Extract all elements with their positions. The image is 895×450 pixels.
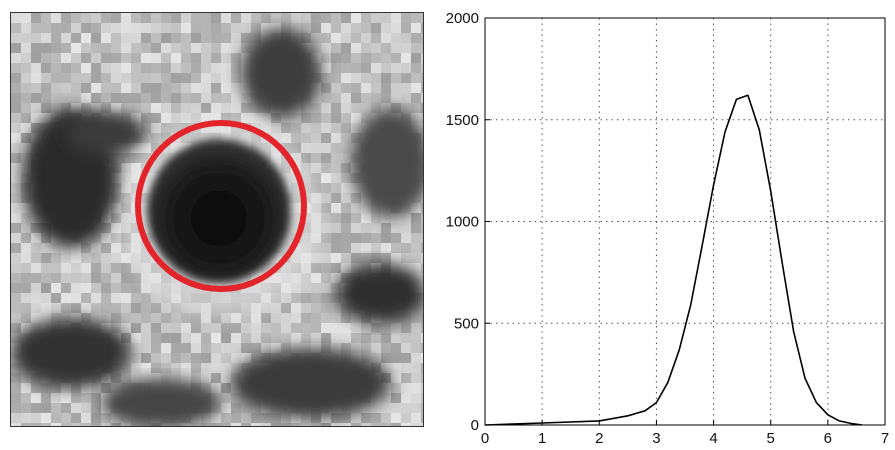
y-tick-label: 1500 bbox=[446, 112, 479, 129]
dark-blob bbox=[147, 139, 291, 283]
grid-lines bbox=[484, 17, 886, 426]
highlight-circle bbox=[135, 120, 307, 292]
x-tick-label: 3 bbox=[652, 430, 660, 447]
tick-labels: 0 1 2 3 4 5 6 7 0 500 1000 1500 2000 bbox=[446, 10, 890, 447]
x-tick-label: 0 bbox=[481, 430, 489, 447]
grayscale-image bbox=[11, 13, 423, 426]
series-layer bbox=[484, 94, 863, 426]
grayscale-image-panel bbox=[10, 12, 424, 427]
chart-svg: 0 1 2 3 4 5 6 7 0 500 1000 1500 2000 bbox=[446, 10, 890, 447]
series-line bbox=[484, 94, 863, 426]
y-tick-label: 500 bbox=[454, 315, 479, 332]
x-tick-label: 1 bbox=[538, 430, 546, 447]
y-tick-label: 1000 bbox=[446, 214, 479, 231]
y-tick-label: 0 bbox=[471, 417, 479, 434]
y-tick-label: 2000 bbox=[446, 10, 479, 27]
x-tick-label: 7 bbox=[881, 430, 889, 447]
x-tick-label: 6 bbox=[824, 430, 832, 447]
x-tick-label: 4 bbox=[709, 430, 717, 447]
x-tick-label: 2 bbox=[595, 430, 603, 447]
x-tick-label: 5 bbox=[767, 430, 775, 447]
histogram-chart: 0 1 2 3 4 5 6 7 0 500 1000 1500 2000 bbox=[430, 0, 895, 450]
plot-frame bbox=[484, 17, 886, 426]
